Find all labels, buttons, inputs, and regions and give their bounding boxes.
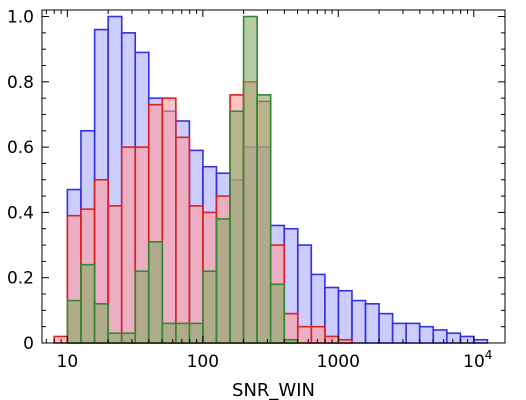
histogram-bars [53, 15, 489, 344]
histogram-bar [445, 332, 462, 344]
x-tick-label: 1000 [317, 352, 360, 372]
histogram-bar [161, 97, 177, 344]
y-tick-label: 0.8 [7, 73, 34, 93]
histogram-bar [283, 312, 299, 344]
histogram-bar [296, 325, 313, 344]
x-tick-label: 100 [187, 352, 219, 372]
histogram-bar [391, 322, 407, 344]
histogram-bar [147, 240, 164, 344]
y-tick-label: 1.0 [7, 8, 34, 28]
tick-labels: 0 0.2 0.4 0.6 0.8 1.0 10 100 1000 104 [7, 8, 492, 372]
y-tick-label: 0 [23, 334, 34, 354]
histogram-bar [161, 322, 177, 344]
histogram-bar [432, 329, 448, 344]
histogram-bar [256, 94, 272, 344]
histogram-bar [242, 15, 258, 344]
histogram-bar [229, 110, 245, 344]
histogram-bar [175, 322, 191, 344]
histogram-bar [310, 325, 326, 344]
y-tick-label: 0.2 [7, 269, 34, 289]
histogram-bar [405, 322, 421, 344]
x-tick-label: 104 [463, 348, 492, 372]
histogram-bar [351, 299, 367, 344]
axis-ticks [42, 10, 505, 344]
histogram-bar [120, 146, 137, 344]
histogram-bar [378, 312, 394, 344]
histogram-bar [215, 218, 231, 344]
x-tick-label: 10 [57, 352, 79, 372]
y-tick-label: 0.4 [7, 203, 34, 223]
histogram-bar [120, 332, 137, 344]
histogram-bar [93, 303, 109, 344]
histogram-bar [337, 289, 353, 344]
histogram-bar [188, 205, 204, 344]
histogram-bar [134, 270, 150, 344]
plot-frame [41, 9, 506, 344]
y-tick-label: 0.6 [7, 138, 34, 158]
series-3 [66, 15, 299, 344]
histogram-bar [364, 303, 380, 344]
histogram-bar [80, 263, 96, 344]
histogram-bar [66, 299, 82, 344]
histogram-bar [324, 286, 340, 344]
histogram-bar [107, 205, 123, 344]
histogram-bar [269, 283, 286, 344]
x-axis-title: SNR_WIN [232, 380, 315, 400]
histogram-bar [175, 136, 191, 344]
histogram-bar [418, 325, 435, 344]
histogram-bar [107, 332, 123, 344]
histogram-bar [202, 270, 218, 344]
